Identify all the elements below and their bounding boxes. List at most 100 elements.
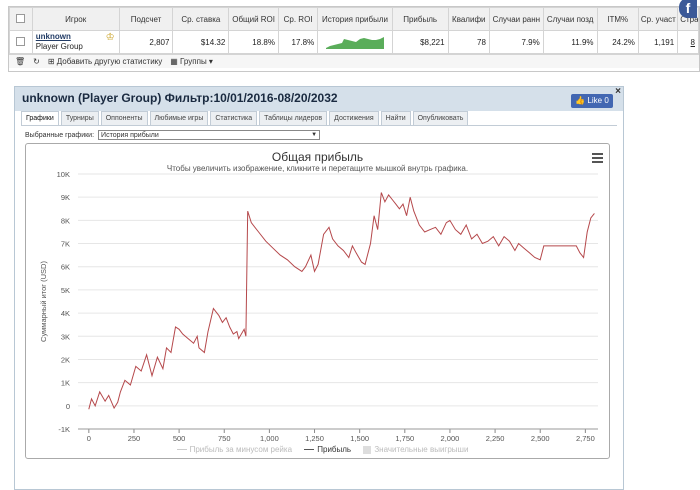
avg-entrants-cell: 1,191 xyxy=(637,30,679,54)
avg-roi-cell: 17.8% xyxy=(277,30,319,54)
legend-item-big-wins[interactable]: Значительные выигрыши xyxy=(374,445,469,454)
chart-legend: Прибыль за минусом рейка Прибыль Значите… xyxy=(26,445,609,454)
facebook-like-button[interactable]: 👍 Like 0 xyxy=(571,94,613,108)
column-header[interactable]: Ср. ставка xyxy=(172,7,230,31)
grid-icon: ▦ xyxy=(170,57,178,66)
sparkline-chart xyxy=(325,37,384,49)
panel-title: unknown (Player Group) Фильтр:10/01/2016… xyxy=(22,91,338,105)
y-tick-label: 6K xyxy=(61,263,70,272)
graph-select-dropdown[interactable]: История прибыли ▼ xyxy=(98,130,321,140)
profit-cell: $8,221 xyxy=(391,30,449,54)
x-tick-label: 0 xyxy=(87,434,91,443)
x-tick-label: 1,500 xyxy=(350,434,369,443)
legend-item-rake[interactable]: Прибыль за минусом рейка xyxy=(189,445,293,454)
legend-swatch-big-wins xyxy=(363,445,372,454)
x-tick-label: 2,750 xyxy=(576,434,595,443)
select-all-column[interactable] xyxy=(9,7,33,31)
total-roi-cell: 18.8% xyxy=(228,30,279,54)
chart-menu-icon[interactable] xyxy=(592,153,603,163)
groups-button[interactable]: ▦ Группы ▾ xyxy=(170,57,213,66)
tab-opponents[interactable]: Оппоненты xyxy=(100,111,148,125)
player-group-label: Player Group xyxy=(35,42,83,51)
table-row[interactable]: unknown Player Group ♔ 2,807 $14.32 18.8… xyxy=(9,30,699,54)
graph-select-row: Выбранные графики: История прибыли ▼ xyxy=(25,130,321,140)
x-tick-label: 750 xyxy=(218,434,231,443)
tab-divider xyxy=(21,125,617,126)
column-header[interactable]: Общий ROI xyxy=(228,7,279,31)
panel-tabs: Графики Турниры Оппоненты Любимые игры С… xyxy=(21,111,469,125)
itm-cell: 24.2% xyxy=(596,30,639,54)
player-link[interactable]: unknown xyxy=(35,32,71,41)
x-tick-label: 2,250 xyxy=(486,434,505,443)
qualified-cell: 78 xyxy=(447,30,490,54)
column-header[interactable]: Квалифи xyxy=(447,7,490,31)
dropdown-arrow-icon: ▼ xyxy=(311,132,318,138)
count-cell: 2,807 xyxy=(118,30,174,54)
last-cell[interactable]: 8 xyxy=(677,30,699,54)
profit-chart[interactable]: Общая прибыль Чтобы увеличить изображени… xyxy=(25,143,610,459)
tab-leaderboards[interactable]: Таблицы лидеров xyxy=(259,111,328,125)
tab-find[interactable]: Найти xyxy=(380,111,411,125)
y-tick-label: 4K xyxy=(61,309,70,318)
graph-select-value: История прибыли xyxy=(101,132,159,139)
tab-statistics[interactable]: Статистика xyxy=(210,111,258,125)
x-tick-label: 1,000 xyxy=(260,434,279,443)
column-header[interactable]: ITM% xyxy=(596,7,639,31)
player-profile-panel: unknown (Player Group) Фильтр:10/01/2016… xyxy=(14,86,624,490)
row-checkbox[interactable] xyxy=(16,36,26,46)
refresh-icon[interactable]: ↻ xyxy=(33,57,40,66)
chart-title: Общая прибыль xyxy=(271,150,364,164)
column-header[interactable]: История прибыли xyxy=(317,7,393,31)
chart-subtitle: Чтобы увеличить изображение, кликните и … xyxy=(166,164,469,173)
x-tick-label: 2,500 xyxy=(531,434,550,443)
y-tick-label: 1K xyxy=(61,379,70,388)
like-label: Like 0 xyxy=(587,96,609,105)
tab-favorite-games[interactable]: Любимые игры xyxy=(149,111,209,125)
tab-publish[interactable]: Опубликовать xyxy=(412,111,469,125)
select-all-checkbox[interactable] xyxy=(16,13,26,23)
y-tick-label: 3K xyxy=(61,332,70,341)
x-tick-label: 1,750 xyxy=(395,434,414,443)
column-header[interactable]: Ср. ROI xyxy=(277,7,319,31)
profit-history-sparkline[interactable] xyxy=(317,30,393,54)
y-tick-label: 0 xyxy=(66,402,70,411)
chart-plot-area[interactable]: -1K 0 1K 2K 3K 4K 5K 6K 7K 8K 9K 10K 0 250 500 750 1,000… xyxy=(26,144,611,444)
column-header[interactable]: Игрок xyxy=(31,7,120,31)
trash-icon[interactable]: 🗑 xyxy=(15,57,26,66)
y-tick-label: 8K xyxy=(61,216,70,225)
tab-tournaments[interactable]: Турниры xyxy=(60,111,99,125)
column-header[interactable]: Случаи ранн xyxy=(488,7,544,31)
series-line-profit xyxy=(88,192,595,410)
legend-swatch-rake xyxy=(176,449,187,451)
row-select[interactable] xyxy=(9,30,33,54)
stats-table: Игрок Подсчет Ср. ставка Общий ROI Ср. R… xyxy=(9,7,699,54)
column-header[interactable]: Ср. участ xyxy=(637,7,679,31)
thumbs-up-icon: 👍 xyxy=(575,96,586,105)
add-stat-label: Добавить другую статистику xyxy=(56,57,163,66)
column-header[interactable]: Прибыль xyxy=(391,7,449,31)
y-tick-label: 5K xyxy=(61,286,70,295)
tab-achievements[interactable]: Достижения xyxy=(329,111,379,125)
y-tick-label: 2K xyxy=(61,355,70,364)
y-axis-label: Суммарный итог (USD) xyxy=(39,261,48,342)
late-cell: 11.9% xyxy=(542,30,598,54)
x-tick-label: 500 xyxy=(173,434,186,443)
add-stat-button[interactable]: ⊞ Добавить другую статистику xyxy=(48,57,162,66)
y-tick-label: 7K xyxy=(61,240,70,249)
close-icon[interactable]: × xyxy=(615,86,621,97)
player-cell: unknown Player Group ♔ xyxy=(31,30,120,54)
legend-item-profit[interactable]: Прибыль xyxy=(317,445,352,454)
y-tick-label: 9K xyxy=(61,193,70,202)
column-header[interactable]: Подсчет xyxy=(118,7,174,31)
x-tick-label: 2,000 xyxy=(441,434,460,443)
tab-graphs[interactable]: Графики xyxy=(21,111,59,125)
legend-swatch-profit xyxy=(304,449,315,451)
column-header[interactable]: Случаи позд xyxy=(542,7,598,31)
y-tick-label: 10K xyxy=(57,170,70,179)
plus-icon: ⊞ xyxy=(47,57,55,66)
early-cell: 7.9% xyxy=(488,30,544,54)
x-tick-label: 1,250 xyxy=(305,434,324,443)
y-tick-label: -1K xyxy=(58,425,70,434)
table-header-row: Игрок Подсчет Ср. ставка Общий ROI Ср. R… xyxy=(9,7,699,31)
facebook-icon[interactable]: f xyxy=(679,0,697,18)
